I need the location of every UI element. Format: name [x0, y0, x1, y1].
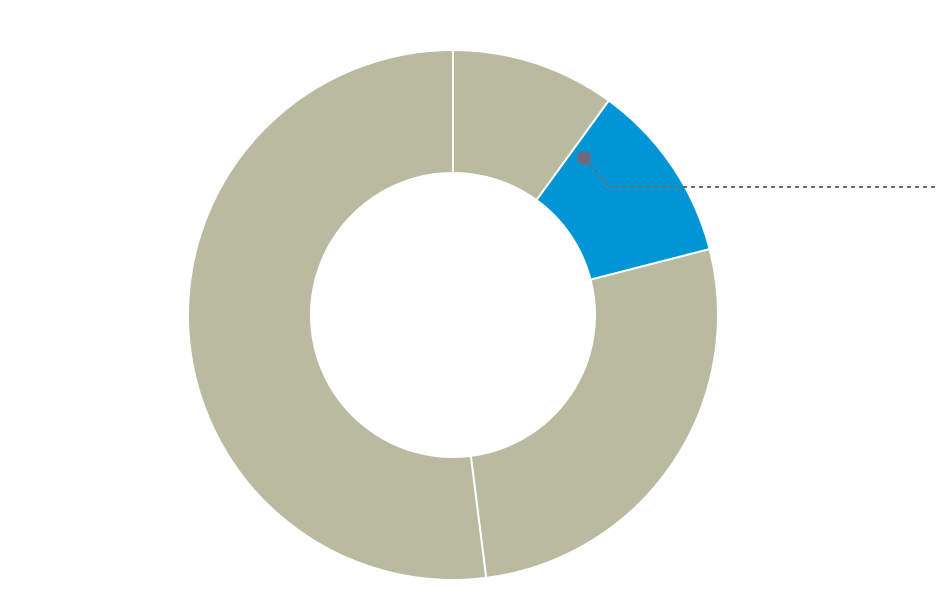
leader-dot — [577, 151, 591, 165]
donut-slice — [469, 247, 719, 580]
leader-line — [583, 157, 938, 188]
donut — [187, 48, 719, 581]
donut-slice — [187, 48, 488, 581]
